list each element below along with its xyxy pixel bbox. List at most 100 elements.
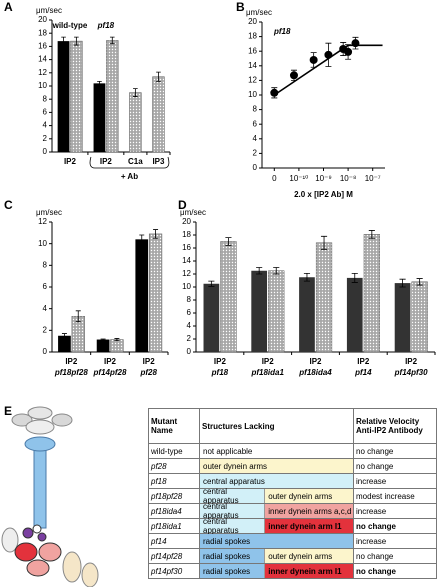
header-row: Mutant Name Structures Lacking Relative Ve…	[148, 408, 437, 444]
velocity: modest increase	[353, 488, 437, 504]
point	[309, 55, 318, 64]
structures-cell: central apparatus outer dynein arms	[199, 487, 354, 505]
bar	[203, 283, 220, 352]
structures: radial spokes	[200, 534, 353, 548]
error-bar	[97, 80, 102, 86]
bar	[106, 40, 119, 153]
velocity: increase	[353, 533, 437, 549]
x-tick-label: 10⁻¹⁰	[289, 174, 308, 183]
panel-letter: C	[4, 198, 13, 212]
structure: inner dynein arm I1	[264, 519, 353, 533]
mutant-name: pf14pf28	[148, 548, 200, 564]
panel-letter: E	[4, 404, 12, 418]
x-tick-label: IP2	[104, 357, 117, 366]
point	[270, 88, 279, 97]
group-label: wild-type	[52, 21, 88, 30]
y-tick-label: 8	[187, 295, 192, 304]
table-row: pf14pf28 radial spokes outer dynein arms no…	[148, 548, 437, 564]
bar	[315, 242, 333, 353]
y-tick-label: 14	[38, 55, 47, 64]
y-tick-label: 8	[253, 105, 258, 114]
y-tick-label: 12	[248, 76, 257, 85]
strain-label: pf18ida4	[298, 368, 332, 377]
y-axis-label: μm/sec	[246, 8, 272, 17]
table-row: pf14 radial spokes increase	[148, 533, 437, 549]
y-tick-label: 2	[43, 325, 48, 334]
y-tick-label: 4	[43, 121, 48, 130]
y-tick-label: 2	[187, 334, 192, 343]
error-bar	[61, 333, 67, 339]
structures: central apparatus	[200, 474, 353, 488]
header-cell: Structures Lacking	[199, 408, 354, 444]
structure: radial spokes	[200, 534, 353, 548]
error-bar	[109, 36, 115, 45]
y-axis-label: μm/sec	[180, 208, 206, 217]
panel-letter: A	[4, 0, 13, 14]
error-bar	[114, 338, 120, 342]
velocity: increase	[353, 473, 437, 489]
strain-label: pf18pf28	[54, 368, 88, 377]
y-tick-label: 8	[43, 260, 48, 269]
x-tick-label: IP2	[214, 357, 227, 366]
error-bar	[61, 36, 66, 46]
y-tick-label: 6	[43, 108, 48, 117]
structures: outer dynein arms	[200, 459, 353, 473]
structure: central apparatus	[200, 502, 265, 520]
error-bar	[139, 234, 145, 245]
structures: central apparatus outer dynein arms	[200, 487, 353, 505]
y-tick-label: 20	[248, 17, 257, 26]
bar	[96, 339, 110, 352]
structures-cell: central apparatus inner dynein arms a,c,d	[199, 502, 354, 520]
error-bar	[74, 36, 79, 46]
error-bar	[208, 280, 215, 287]
table-row: pf28 outer dynein arms no change	[148, 458, 437, 474]
error-bar	[133, 88, 138, 97]
structures: central apparatus inner dynein arms a,c,d	[200, 502, 353, 520]
y-tick-label: 20	[38, 15, 47, 24]
bar	[394, 283, 411, 352]
bracket-label: + Ab	[121, 172, 138, 181]
strain-label: pf28	[139, 368, 157, 377]
structures: not applicable	[200, 444, 353, 458]
y-tick-label: 10	[38, 239, 47, 248]
structure: central apparatus	[200, 517, 265, 535]
structures-cell: central apparatus inner dynein arm I1	[199, 517, 354, 535]
structure: radial spokes	[200, 564, 265, 578]
y-tick-label: 10	[38, 81, 47, 90]
y-tick-label: 4	[187, 321, 192, 330]
point	[289, 71, 298, 80]
mutant-name: pf14	[148, 533, 200, 549]
y-tick-label: 0	[253, 163, 258, 172]
bar	[58, 335, 71, 352]
header-cell: Relative Velocity Anti-IP2 Antibody	[353, 408, 437, 444]
y-tick-label: 12	[38, 217, 47, 226]
y-tick-label: 20	[182, 217, 191, 226]
strain-label: pf14	[354, 368, 372, 377]
structures-cell: radial spokes	[199, 533, 354, 549]
y-tick-label: 8	[43, 94, 48, 103]
error-bar	[303, 272, 311, 282]
velocity: no change	[353, 443, 437, 459]
structures: central apparatus inner dynein arm I1	[200, 517, 353, 535]
bar	[70, 40, 83, 153]
velocity: no change	[353, 458, 437, 474]
y-tick-label: 10	[248, 90, 257, 99]
structures-cell: outer dynein arms	[199, 458, 354, 474]
structure: outer dynein arms	[264, 549, 353, 563]
x-axis-label: 2.0 x [IP2 Ab] M	[294, 190, 353, 199]
y-tick-label: 12	[38, 68, 47, 77]
strain-label: pf18ida1	[250, 368, 284, 377]
strain-label: pf14pf30	[394, 368, 428, 377]
bar	[135, 239, 149, 352]
bar	[363, 234, 380, 353]
x-tick-label: C1a	[128, 157, 143, 166]
structure: outer dynein arms	[200, 459, 353, 473]
x-tick-label: IP2	[405, 357, 418, 366]
velocity: no change	[353, 563, 437, 579]
table-body: wild-type not applicable no change pf28 oute…	[148, 443, 437, 579]
table-row: pf14pf30 radial spokes inner dynein arm I1…	[148, 563, 437, 579]
y-tick-label: 0	[43, 347, 48, 356]
x-tick-label: IP2	[357, 357, 370, 366]
